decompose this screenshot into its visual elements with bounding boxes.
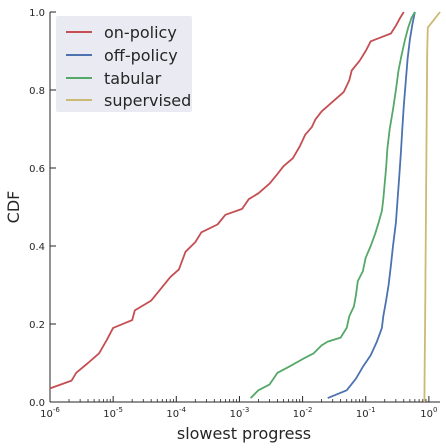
y-tick-label: 0.4 — [29, 242, 45, 253]
series-line-tabular — [249, 11, 416, 399]
x-minor-ticks — [68, 399, 427, 402]
x-tick-label: 10-1 — [356, 406, 376, 420]
y-axis-title: CDF — [4, 191, 23, 224]
series-lines — [49, 11, 441, 403]
x-tick-label: 10-6 — [40, 406, 60, 420]
x-tick-label: 10-5 — [103, 406, 123, 420]
y-tick-label: 0.2 — [29, 320, 45, 331]
legend-label-off-policy: off-policy — [104, 46, 178, 65]
x-tick-label: 10-2 — [293, 406, 313, 420]
y-tick-label: 0.0 — [29, 398, 45, 409]
x-axis-title: slowest progress — [177, 424, 311, 443]
y-axis-ticks: 0.0 0.2 0.4 0.6 0.8 1.0 — [29, 8, 56, 409]
x-tick-label: 10-4 — [166, 406, 186, 420]
legend-label-on-policy: on-policy — [104, 23, 177, 42]
series-line-supervised — [423, 11, 441, 403]
legend-entry-tabular: tabular — [66, 69, 162, 88]
x-tick-label: 100 — [420, 406, 437, 420]
x-axis-ticks: 10-6 10-5 10-4 10-3 10-2 10-1 100 — [40, 396, 437, 420]
y-tick-label: 0.8 — [29, 86, 45, 97]
series-line-on-policy — [49, 11, 405, 390]
y-tick-label: 1.0 — [29, 8, 45, 19]
series-line-off-policy — [327, 11, 416, 399]
legend: on-policy off-policy tabular supervised — [56, 16, 192, 112]
legend-entry-off-policy: off-policy — [66, 46, 178, 65]
legend-label-tabular: tabular — [104, 69, 162, 88]
y-tick-label: 0.6 — [29, 164, 45, 175]
legend-box — [56, 16, 192, 112]
legend-entry-supervised: supervised — [66, 91, 191, 110]
legend-entry-on-policy: on-policy — [66, 23, 177, 42]
legend-label-supervised: supervised — [104, 91, 191, 110]
x-tick-label: 10-3 — [230, 406, 250, 420]
